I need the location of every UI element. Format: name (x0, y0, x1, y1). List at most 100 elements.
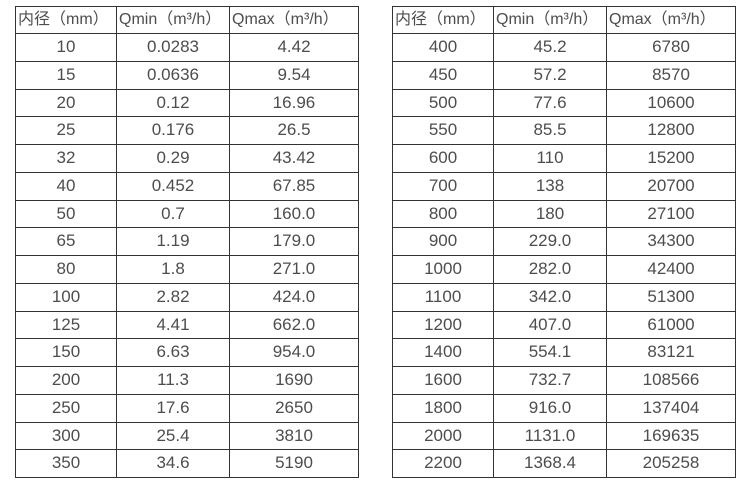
table-row: 400 45.2 6780 (392, 33, 736, 62)
qmin-cell: 229.0 (493, 227, 607, 256)
header-qmin: Qmin（m³/h） (493, 6, 607, 34)
diameter-cell: 80 (15, 255, 117, 284)
table-row: 500 77.6 10600 (392, 88, 736, 118)
qmax-cell: 34300 (606, 227, 736, 256)
table-row: 150 6.63 954.0 (15, 338, 359, 367)
qmax-cell: 424.0 (229, 282, 359, 312)
diameter-cell: 1100 (392, 282, 494, 312)
qmax-cell: 4.42 (229, 33, 359, 62)
qmin-cell: 732.7 (493, 366, 607, 395)
diameter-cell: 150 (15, 338, 117, 367)
diameter-cell: 50 (15, 199, 117, 229)
diameter-cell: 1000 (392, 255, 494, 284)
qmax-cell: 42400 (606, 255, 736, 284)
diameter-cell: 350 (15, 449, 117, 478)
diameter-cell: 65 (15, 227, 117, 256)
qmax-cell: 20700 (606, 171, 736, 201)
table-row: 25 0.176 26.5 (15, 116, 359, 145)
table-row: 700 138 20700 (392, 171, 736, 201)
qmin-cell: 0.7 (116, 199, 230, 229)
qmin-cell: 6.63 (116, 338, 230, 367)
qmax-cell: 10600 (606, 88, 736, 118)
table-row: 800 180 27100 (392, 199, 736, 229)
qmax-cell: 205258 (606, 449, 736, 478)
table-row: 200 11.3 1690 (15, 366, 359, 395)
qmin-cell: 45.2 (493, 33, 607, 62)
diameter-cell: 1200 (392, 310, 494, 340)
qmax-cell: 108566 (606, 366, 736, 395)
table-row: 50 0.7 160.0 (15, 199, 359, 229)
table-row: 15 0.0636 9.54 (15, 60, 359, 90)
diameter-cell: 200 (15, 366, 117, 395)
diameter-cell: 2000 (392, 421, 494, 451)
qmin-cell: 0.29 (116, 144, 230, 173)
table-body-large-diameters: 400 45.2 6780 450 57.2 8570 500 77.6 10600 550 85.… (392, 33, 736, 478)
table-row: 350 34.6 5190 (15, 449, 359, 478)
header-row: 内径（mm） Qmin（m³/h） Qmax（m³/h） (15, 6, 359, 34)
diameter-cell: 25 (15, 116, 117, 145)
qmin-cell: 25.4 (116, 421, 230, 451)
qmin-cell: 916.0 (493, 393, 607, 423)
flow-table-small-diameters: 内径（mm） Qmin（m³/h） Qmax（m³/h） 10 0.0283 4.4… (15, 6, 359, 478)
qmax-cell: 5190 (229, 449, 359, 478)
qmin-cell: 282.0 (493, 255, 607, 284)
qmax-cell: 8570 (606, 60, 736, 90)
diameter-cell: 900 (392, 227, 494, 256)
qmax-cell: 26.5 (229, 116, 359, 145)
diameter-cell: 800 (392, 199, 494, 229)
table-row: 250 17.6 2650 (15, 393, 359, 423)
qmax-cell: 61000 (606, 310, 736, 340)
qmin-cell: 342.0 (493, 282, 607, 312)
qmin-cell: 1131.0 (493, 421, 607, 451)
qmin-cell: 0.12 (116, 88, 230, 118)
table-row: 450 57.2 8570 (392, 60, 736, 90)
qmin-cell: 77.6 (493, 88, 607, 118)
qmin-cell: 57.2 (493, 60, 607, 90)
header-qmax: Qmax（m³/h） (229, 6, 359, 34)
qmin-cell: 1368.4 (493, 449, 607, 478)
diameter-cell: 20 (15, 88, 117, 118)
qmin-cell: 11.3 (116, 366, 230, 395)
diameter-cell: 550 (392, 116, 494, 145)
table-row: 1000 282.0 42400 (392, 255, 736, 284)
qmin-cell: 2.82 (116, 282, 230, 312)
qmax-cell: 27100 (606, 199, 736, 229)
diameter-cell: 1400 (392, 338, 494, 367)
diameter-cell: 1800 (392, 393, 494, 423)
diameter-cell: 600 (392, 144, 494, 173)
table-row: 10 0.0283 4.42 (15, 33, 359, 62)
diameter-cell: 450 (392, 60, 494, 90)
qmin-cell: 138 (493, 171, 607, 201)
flow-table-large-diameters: 内径（mm） Qmin（m³/h） Qmax（m³/h） 400 45.2 6780… (392, 6, 736, 478)
qmax-cell: 160.0 (229, 199, 359, 229)
diameter-cell: 400 (392, 33, 494, 62)
table-row: 1800 916.0 137404 (392, 393, 736, 423)
table-row: 600 110 15200 (392, 144, 736, 173)
qmin-cell: 407.0 (493, 310, 607, 340)
qmax-cell: 1690 (229, 366, 359, 395)
qmin-cell: 180 (493, 199, 607, 229)
qmin-cell: 554.1 (493, 338, 607, 367)
qmax-cell: 16.96 (229, 88, 359, 118)
table-row: 1600 732.7 108566 (392, 366, 736, 395)
diameter-cell: 32 (15, 144, 117, 173)
qmax-cell: 137404 (606, 393, 736, 423)
diameter-cell: 125 (15, 310, 117, 340)
diameter-cell: 300 (15, 421, 117, 451)
qmin-cell: 0.176 (116, 116, 230, 145)
qmin-cell: 4.41 (116, 310, 230, 340)
qmin-cell: 1.8 (116, 255, 230, 284)
qmax-cell: 954.0 (229, 338, 359, 367)
qmax-cell: 51300 (606, 282, 736, 312)
table-row: 300 25.4 3810 (15, 421, 359, 451)
qmin-cell: 0.0283 (116, 33, 230, 62)
table-row: 2200 1368.4 205258 (392, 449, 736, 478)
qmax-cell: 6780 (606, 33, 736, 62)
qmin-cell: 85.5 (493, 116, 607, 145)
qmin-cell: 1.19 (116, 227, 230, 256)
diameter-cell: 250 (15, 393, 117, 423)
table-row: 1400 554.1 83121 (392, 338, 736, 367)
diameter-cell: 40 (15, 171, 117, 201)
diameter-cell: 1600 (392, 366, 494, 395)
